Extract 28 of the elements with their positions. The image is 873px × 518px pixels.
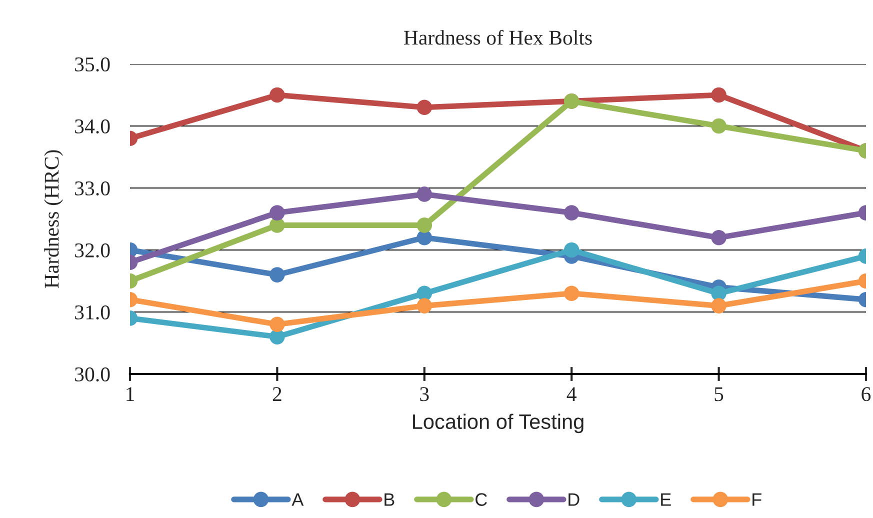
point: [416, 186, 432, 202]
legend-label: A: [292, 493, 304, 506]
point: [564, 205, 580, 220]
x-tick-label: 1: [126, 387, 134, 401]
x-tick-label: 2: [272, 387, 282, 401]
point: [416, 100, 432, 116]
legend-label: B: [384, 493, 394, 506]
legend-label: E: [661, 493, 671, 506]
chart-title: Hardness of Hex Bolts: [404, 30, 592, 45]
y-tick-label: 35.0: [75, 57, 110, 72]
y-tick-label: 33.0: [75, 181, 110, 196]
x-axis-title: Location of Testing: [413, 414, 584, 434]
legend-label: D: [568, 493, 580, 506]
x-tick-label: 4: [566, 387, 576, 401]
point: [564, 286, 580, 302]
y-tick-label: 32.0: [75, 243, 110, 258]
y-tick-label: 34.0: [75, 119, 110, 134]
x-tick-label: 5: [714, 387, 724, 402]
legend-label: C: [476, 493, 487, 506]
y-axis-title: Hardness (HRC): [44, 150, 63, 288]
point: [416, 218, 432, 233]
point: [416, 298, 432, 314]
point: [564, 242, 580, 258]
x-tick-label: 6: [862, 387, 871, 402]
y-tick-label: 30.0: [75, 367, 110, 382]
legend-label: F: [752, 493, 762, 506]
x-tick-label: 3: [420, 387, 429, 402]
y-tick-label: 31.0: [75, 305, 110, 320]
